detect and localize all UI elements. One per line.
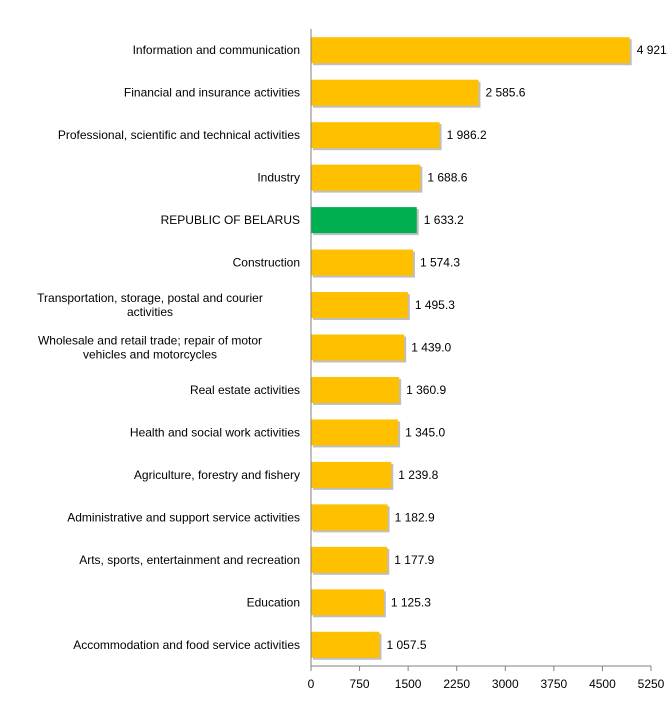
value-label: 1 633.2 xyxy=(424,213,464,227)
bar xyxy=(311,546,388,573)
category-label: Information and communication xyxy=(133,43,300,57)
x-tick-label: 0 xyxy=(308,677,315,691)
value-label: 1 057.5 xyxy=(386,638,426,652)
value-label: 1 574.3 xyxy=(420,256,460,270)
value-label: 1 177.9 xyxy=(394,553,434,567)
bar xyxy=(311,419,399,446)
category-label: Health and social work activities xyxy=(130,425,300,439)
category-label: Education xyxy=(247,595,300,609)
bar xyxy=(311,79,479,106)
category-label: Industry xyxy=(257,171,300,185)
x-tick-label: 5250 xyxy=(638,677,665,691)
bar xyxy=(311,164,421,191)
category-label: Transportation, storage, postal and cour… xyxy=(37,291,263,319)
category-label: REPUBLIC OF BELARUS xyxy=(161,213,300,227)
bar-highlight xyxy=(311,207,417,234)
value-label: 1 345.0 xyxy=(405,425,445,439)
value-label: 1 360.9 xyxy=(406,383,446,397)
category-label: Construction xyxy=(233,256,300,270)
category-label: Agriculture, forestry and fishery xyxy=(134,468,300,482)
category-label: Accommodation and food service activitie… xyxy=(73,638,300,652)
x-tick-label: 1500 xyxy=(395,677,422,691)
bar xyxy=(311,376,400,403)
category-labels-group: Information and communication Financial a… xyxy=(37,43,300,652)
bar xyxy=(311,631,380,658)
bar xyxy=(311,37,630,64)
bar xyxy=(311,292,408,319)
x-tick-label: 4500 xyxy=(589,677,616,691)
category-label: Arts, sports, entertainment and recreati… xyxy=(79,553,300,567)
x-tick-label: 2250 xyxy=(443,677,470,691)
value-label: 1 986.2 xyxy=(447,128,487,142)
bar xyxy=(311,122,440,149)
x-tick-label: 750 xyxy=(350,677,370,691)
bar xyxy=(311,589,384,616)
category-label: Administrative and support service activ… xyxy=(67,510,300,524)
category-label: Professional, scientific and technical a… xyxy=(58,128,300,142)
bar xyxy=(311,334,405,361)
value-label: 4 921.1 xyxy=(637,43,668,57)
value-label: 1 182.9 xyxy=(395,510,435,524)
value-label: 1 125.3 xyxy=(391,595,431,609)
value-labels-group: 4 921.1 2 585.6 1 986.2 1 688.6 1 633.2 1 574… xyxy=(386,43,668,652)
bars-group xyxy=(311,37,632,660)
category-label: Financial and insurance activities xyxy=(124,86,300,100)
category-label: Real estate activities xyxy=(190,383,300,397)
bar xyxy=(311,504,388,531)
bar xyxy=(311,461,392,488)
bar xyxy=(311,249,413,276)
value-label: 1 495.3 xyxy=(415,298,455,312)
value-label: 2 585.6 xyxy=(485,86,525,100)
value-label: 1 239.8 xyxy=(398,468,438,482)
x-axis: 0 750 1500 2250 3000 3750 4500 5250 xyxy=(308,29,665,691)
category-label: Wholesale and retail trade; repair of mo… xyxy=(38,334,262,362)
x-tick-label: 3750 xyxy=(541,677,568,691)
value-label: 1 688.6 xyxy=(427,171,467,185)
value-label: 1 439.0 xyxy=(411,341,451,355)
x-tick-label: 3000 xyxy=(492,677,519,691)
